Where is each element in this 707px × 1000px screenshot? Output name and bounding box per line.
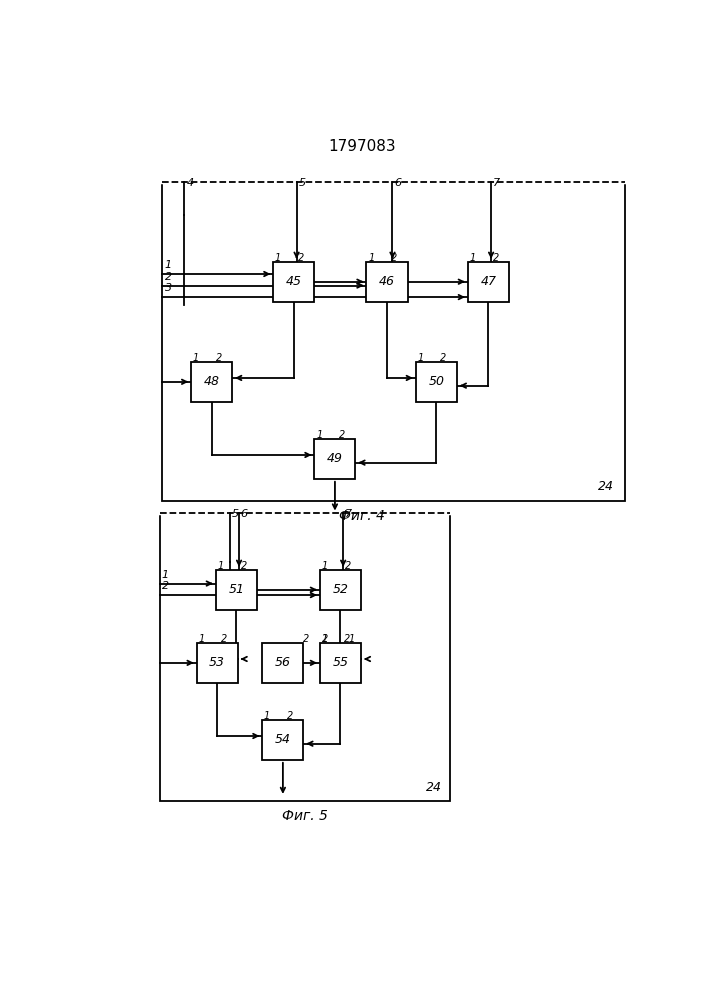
Bar xyxy=(416,362,457,402)
Text: 2: 2 xyxy=(298,253,305,263)
Bar xyxy=(320,570,361,610)
Text: 49: 49 xyxy=(327,452,343,465)
Text: 1: 1 xyxy=(218,561,223,571)
Text: 5: 5 xyxy=(231,509,238,519)
Text: 24: 24 xyxy=(598,480,614,493)
Bar xyxy=(315,439,356,479)
Text: 1: 1 xyxy=(349,634,355,644)
Text: 2: 2 xyxy=(345,561,351,571)
Text: 2: 2 xyxy=(493,253,499,263)
Text: 45: 45 xyxy=(286,275,302,288)
Text: 2: 2 xyxy=(339,430,345,440)
Text: 2: 2 xyxy=(287,711,293,721)
Text: 1: 1 xyxy=(275,253,281,263)
Text: 2: 2 xyxy=(344,634,351,644)
Text: 1: 1 xyxy=(162,570,169,580)
Bar xyxy=(274,262,315,302)
Text: 2: 2 xyxy=(322,634,328,644)
Text: Фиг. 5: Фиг. 5 xyxy=(282,809,328,823)
Text: 2: 2 xyxy=(303,634,309,644)
Text: 1: 1 xyxy=(165,260,172,270)
Text: 46: 46 xyxy=(379,275,395,288)
Bar xyxy=(216,570,257,610)
Text: 6: 6 xyxy=(240,509,248,519)
Text: 55: 55 xyxy=(332,656,349,669)
Text: 2: 2 xyxy=(221,634,227,644)
Bar xyxy=(262,643,303,683)
Bar xyxy=(320,643,361,683)
Text: 1: 1 xyxy=(316,430,322,440)
Text: 53: 53 xyxy=(209,656,225,669)
Text: 1: 1 xyxy=(322,634,328,644)
Bar xyxy=(197,643,238,683)
Text: 52: 52 xyxy=(332,583,349,596)
Text: 5: 5 xyxy=(299,178,306,188)
Text: 47: 47 xyxy=(480,275,496,288)
Text: 4: 4 xyxy=(187,178,194,188)
Text: 54: 54 xyxy=(275,733,291,746)
Text: 2: 2 xyxy=(216,353,222,363)
Text: 56: 56 xyxy=(275,656,291,669)
Text: 7: 7 xyxy=(493,178,501,188)
Text: 1: 1 xyxy=(322,561,328,571)
Text: Фиг. 4: Фиг. 4 xyxy=(339,509,385,523)
Bar xyxy=(262,720,303,760)
Bar xyxy=(160,513,450,801)
Text: 2: 2 xyxy=(392,253,397,263)
Bar xyxy=(191,362,232,402)
Text: 2: 2 xyxy=(165,272,172,282)
Text: 48: 48 xyxy=(204,375,220,388)
Bar xyxy=(366,262,407,302)
Text: 1: 1 xyxy=(193,353,199,363)
Text: 1797083: 1797083 xyxy=(329,139,396,154)
Text: 7: 7 xyxy=(345,509,352,519)
Text: 50: 50 xyxy=(428,375,444,388)
Text: 1: 1 xyxy=(264,711,270,721)
Text: 1: 1 xyxy=(198,634,204,644)
Text: 24: 24 xyxy=(426,781,442,794)
Text: 51: 51 xyxy=(228,583,245,596)
Text: 1: 1 xyxy=(417,353,423,363)
Text: 2: 2 xyxy=(440,353,446,363)
Bar xyxy=(468,262,509,302)
Text: 1: 1 xyxy=(368,253,374,263)
Text: 2: 2 xyxy=(162,581,169,591)
Bar xyxy=(163,182,626,501)
Text: 3: 3 xyxy=(165,283,172,293)
Text: 1: 1 xyxy=(469,253,476,263)
Text: 6: 6 xyxy=(395,178,402,188)
Text: 2: 2 xyxy=(240,561,247,571)
